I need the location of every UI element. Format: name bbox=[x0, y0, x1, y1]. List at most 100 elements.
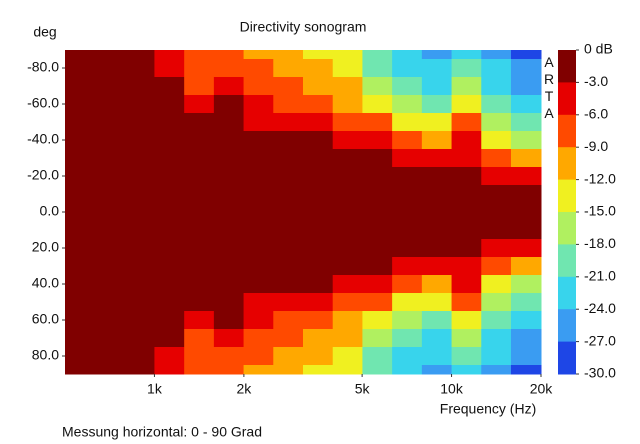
colorbar-bin bbox=[558, 114, 576, 148]
heatmap-cell bbox=[65, 50, 96, 60]
heatmap-cell bbox=[94, 329, 126, 348]
heatmap-cell bbox=[65, 311, 96, 330]
heatmap-cell bbox=[94, 239, 126, 258]
heatmap-cell bbox=[451, 95, 482, 114]
heatmap-cell bbox=[451, 50, 482, 60]
heatmap-cell bbox=[302, 329, 334, 348]
heatmap-cell bbox=[65, 131, 96, 150]
colorbar-label: -24.0 bbox=[584, 300, 616, 316]
heatmap-cell bbox=[184, 347, 215, 366]
heatmap-cell bbox=[332, 275, 363, 294]
heatmap-cell bbox=[94, 167, 126, 186]
colorbar-bin bbox=[558, 147, 576, 181]
heatmap-cell bbox=[421, 50, 453, 60]
heatmap-cell bbox=[510, 167, 542, 186]
heatmap-cell bbox=[421, 329, 453, 348]
heatmap-cell bbox=[184, 50, 215, 60]
heatmap-cell bbox=[243, 77, 274, 96]
heatmap-cell bbox=[392, 347, 423, 366]
heatmap-cell bbox=[302, 365, 334, 375]
heatmap-cell bbox=[243, 113, 274, 132]
heatmap-cell bbox=[481, 275, 512, 294]
heatmap-cell bbox=[65, 329, 96, 348]
heatmap-cell bbox=[421, 95, 453, 114]
heatmap-cell bbox=[154, 203, 185, 222]
heatmap-cell bbox=[510, 239, 542, 258]
heatmap-cell bbox=[302, 239, 334, 258]
heatmap-cell bbox=[94, 365, 126, 375]
heatmap-cell bbox=[451, 131, 482, 150]
heatmap-cell bbox=[184, 239, 215, 258]
y-tick-label: 0.0 bbox=[40, 203, 60, 219]
heatmap-cell bbox=[362, 239, 393, 258]
heatmap-cell bbox=[154, 185, 185, 204]
heatmap-cell bbox=[124, 185, 155, 204]
heatmap-cell bbox=[481, 311, 512, 330]
heatmap-cell bbox=[243, 50, 274, 60]
heatmap-cell bbox=[392, 275, 423, 294]
heatmap-cell bbox=[392, 221, 423, 240]
colorbar-label: -12.0 bbox=[584, 170, 616, 186]
heatmap-cell bbox=[273, 257, 304, 276]
heatmap-cell bbox=[362, 311, 393, 330]
heatmap-cell bbox=[124, 257, 155, 276]
heatmap-cell bbox=[94, 221, 126, 240]
heatmap-cell bbox=[273, 77, 304, 96]
heatmap-cell bbox=[362, 365, 393, 375]
heatmap-cell bbox=[510, 59, 542, 78]
heatmap-cell bbox=[362, 257, 393, 276]
y-axis-label: deg bbox=[33, 24, 56, 40]
heatmap-cell bbox=[421, 275, 453, 294]
heatmap-cell bbox=[362, 185, 393, 204]
heatmap-cell bbox=[332, 131, 363, 150]
heatmap-cell bbox=[481, 50, 512, 60]
x-axis-label: Frequency (Hz) bbox=[440, 401, 536, 417]
colorbar-label: -21.0 bbox=[584, 268, 616, 284]
heatmap-cell bbox=[154, 293, 185, 312]
chart-title: Directivity sonogram bbox=[240, 19, 367, 35]
heatmap-cell bbox=[481, 149, 512, 168]
heatmap-cell bbox=[392, 257, 423, 276]
heatmap-cell bbox=[481, 167, 512, 186]
heatmap-cell bbox=[213, 293, 245, 312]
heatmap-cell bbox=[302, 149, 334, 168]
heatmap-cell bbox=[94, 347, 126, 366]
heatmap-cell bbox=[302, 257, 334, 276]
heatmap-cell bbox=[332, 329, 363, 348]
heatmap-cell bbox=[421, 77, 453, 96]
heatmap-cell bbox=[243, 185, 274, 204]
colorbar-label: -27.0 bbox=[584, 332, 616, 348]
heatmap-cell bbox=[302, 311, 334, 330]
heatmap-cell bbox=[332, 365, 363, 375]
heatmap-cell bbox=[451, 167, 482, 186]
heatmap-cell bbox=[332, 59, 363, 78]
heatmap-cell bbox=[243, 59, 274, 78]
heatmap-cell bbox=[213, 50, 245, 60]
heatmap-cell bbox=[332, 50, 363, 60]
heatmap-cell bbox=[392, 329, 423, 348]
heatmap-cell bbox=[273, 50, 304, 60]
heatmap-cell bbox=[65, 149, 96, 168]
heatmap-cell bbox=[421, 365, 453, 375]
heatmap-cell bbox=[213, 275, 245, 294]
heatmap-cell bbox=[302, 185, 334, 204]
heatmap-cell bbox=[243, 95, 274, 114]
heatmap-cell bbox=[332, 239, 363, 258]
heatmap-cell bbox=[154, 275, 185, 294]
heatmap-cell bbox=[243, 311, 274, 330]
heatmap-cell bbox=[392, 77, 423, 96]
heatmap-cell bbox=[392, 203, 423, 222]
heatmap-cell bbox=[94, 275, 126, 294]
heatmap-cell bbox=[154, 59, 185, 78]
heatmap-cell bbox=[332, 293, 363, 312]
heatmap-cell bbox=[154, 347, 185, 366]
heatmap-cell bbox=[451, 257, 482, 276]
heatmap-cell bbox=[273, 329, 304, 348]
watermark: ARTA bbox=[541, 54, 557, 122]
heatmap-cell bbox=[332, 113, 363, 132]
heatmap-cell bbox=[154, 131, 185, 150]
y-tick-label: -40.0 bbox=[27, 131, 59, 147]
heatmap-cell bbox=[392, 113, 423, 132]
heatmap-cell bbox=[302, 59, 334, 78]
